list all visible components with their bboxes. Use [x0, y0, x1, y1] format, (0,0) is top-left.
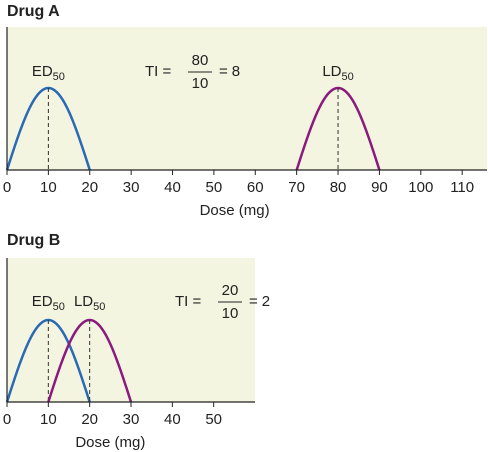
x-axis-label: Dose (mg)	[75, 434, 145, 451]
x-tick-label: 10	[40, 179, 57, 196]
x-axis-label: Dose (mg)	[200, 202, 270, 219]
ti-equals: =	[219, 63, 228, 80]
curve-label-subscript: 50	[53, 301, 65, 313]
x-tick-label: 10	[40, 411, 57, 428]
ti-denominator: 10	[192, 75, 209, 92]
x-tick-label: 0	[3, 411, 11, 428]
curve-label-subscript: 50	[342, 71, 354, 83]
curve-label-main: LD	[322, 63, 341, 80]
curve-label-main: LD	[74, 293, 93, 310]
x-tick-label: 60	[247, 179, 264, 196]
curve-label: ED50	[32, 63, 65, 83]
ti-denominator: 10	[222, 305, 239, 322]
plot-background	[7, 27, 487, 170]
curve-label: LD50	[74, 293, 105, 313]
ti-result: = 8	[219, 63, 240, 80]
ti-equals: =	[249, 293, 258, 310]
x-tick-label: 50	[205, 411, 222, 428]
curve-label-subscript: 50	[93, 301, 105, 313]
x-tick-label: 110	[450, 179, 474, 196]
plot-background	[7, 258, 255, 402]
ti-label: TI =	[175, 293, 201, 310]
x-tick-label: 90	[371, 179, 388, 196]
x-tick-label: 100	[408, 179, 433, 196]
ti-numerator: 20	[222, 282, 239, 299]
x-tick-label: 30	[123, 179, 140, 196]
x-tick-label: 50	[206, 179, 223, 196]
ti-result-value: 8	[232, 63, 240, 80]
curve-label-main: ED	[32, 293, 53, 310]
x-tick-label: 40	[164, 179, 181, 196]
x-tick-label: 30	[123, 411, 140, 428]
x-tick-label: 0	[3, 179, 11, 196]
x-tick-label: 80	[330, 179, 347, 196]
ti-result-value: 2	[262, 293, 270, 310]
panel-title: Drug B	[7, 232, 60, 249]
ti-result: = 2	[249, 293, 270, 310]
curve-label: LD50	[322, 63, 353, 83]
panel-title: Drug A	[7, 3, 60, 20]
x-tick-label: 20	[81, 179, 98, 196]
x-tick-label: 70	[288, 179, 305, 196]
curve-label: ED50	[32, 293, 65, 313]
curve-label-subscript: 50	[53, 71, 65, 83]
x-tick-label: 20	[81, 411, 98, 428]
ti-numerator: 80	[192, 52, 209, 69]
curve-label-main: ED	[32, 63, 53, 80]
x-tick-label: 40	[164, 411, 181, 428]
ti-label: TI =	[145, 63, 171, 80]
